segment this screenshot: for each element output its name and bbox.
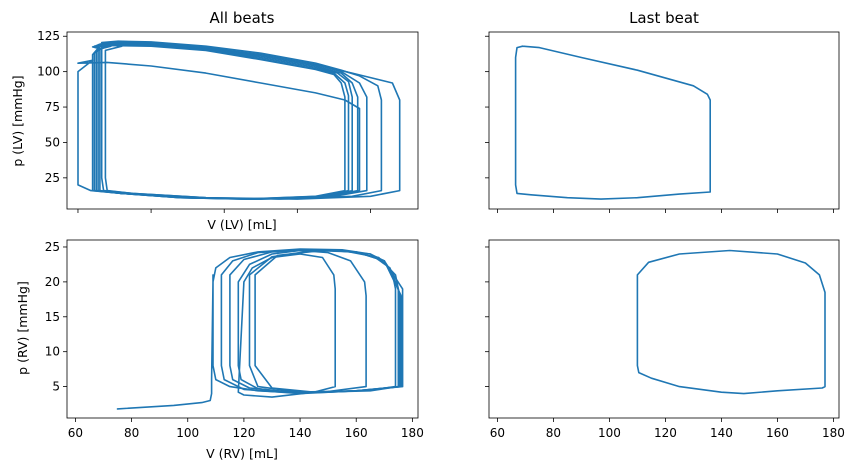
panel-rv-all-beats: V (RV) [mL] p (RV) [mmHg] 60 80 100 120 140 1…	[15, 239, 424, 461]
pv-loop-line	[254, 249, 400, 393]
y-tick-label: 100	[37, 65, 60, 79]
x-tick-label: 160	[766, 426, 789, 440]
pv-loop-line	[636, 249, 826, 395]
axes-frame	[488, 239, 840, 419]
axes-frame	[66, 31, 419, 210]
x-tick-label: 180	[401, 426, 424, 440]
y-tick-label: 15	[45, 310, 60, 324]
x-tick-label: 100	[598, 426, 621, 440]
x-tick-label: 100	[176, 426, 199, 440]
panel-lv-last-beat: Last beat	[485, 9, 840, 213]
plot-area	[636, 249, 826, 395]
x-tick-label: 60	[490, 426, 505, 440]
y-tick-label: 10	[45, 345, 60, 359]
y-tick-label: 25	[45, 171, 60, 185]
y-tick-label: 25	[45, 240, 60, 254]
pv-loop-line	[220, 249, 401, 395]
pv-loop-line	[229, 249, 402, 394]
pv-loop-line	[91, 44, 346, 200]
x-tick-label: 60	[68, 426, 83, 440]
x-axis-label: V (LV) [mL]	[207, 217, 276, 232]
panel-title: Last beat	[629, 9, 699, 27]
y-tick-label: 125	[37, 29, 60, 43]
y-tick-label: 20	[45, 275, 60, 289]
x-tick-label: 120	[232, 426, 255, 440]
y-tick-label: 50	[45, 135, 60, 149]
axes-frame	[488, 31, 840, 210]
pv-loop-line	[97, 42, 359, 200]
axes-frame	[66, 239, 419, 419]
panel-rv-last-beat: 60 80 100 120 140 160 180	[485, 239, 845, 440]
y-tick-label: 5	[52, 380, 60, 394]
panel-title: All beats	[209, 9, 274, 27]
x-tick-label: 160	[345, 426, 368, 440]
y-axis-label: p (RV) [mmHg]	[15, 281, 30, 375]
pv-loop-line	[237, 249, 367, 393]
y-tick-label: 75	[45, 100, 60, 114]
x-tick-label: 80	[546, 426, 561, 440]
plot-area	[77, 40, 401, 200]
pv-loop-line	[77, 59, 361, 200]
pv-loop-line	[95, 43, 353, 200]
pv-loop-line	[248, 249, 404, 393]
x-tick-label: 120	[654, 426, 677, 440]
plot-area	[116, 248, 404, 410]
panel-lv-all-beats: All beats V (LV) [mL] p (LV) [mmHg] 25 50…	[10, 9, 419, 232]
x-tick-label: 140	[710, 426, 733, 440]
x-tick-label: 140	[289, 426, 312, 440]
pv-loop-line	[514, 45, 711, 200]
x-tick-label: 180	[822, 426, 845, 440]
plot-area	[514, 45, 711, 200]
x-tick-label: 80	[124, 426, 139, 440]
x-axis-label: V (RV) [mL]	[206, 446, 278, 461]
y-axis-label: p (LV) [mmHg]	[10, 75, 25, 166]
